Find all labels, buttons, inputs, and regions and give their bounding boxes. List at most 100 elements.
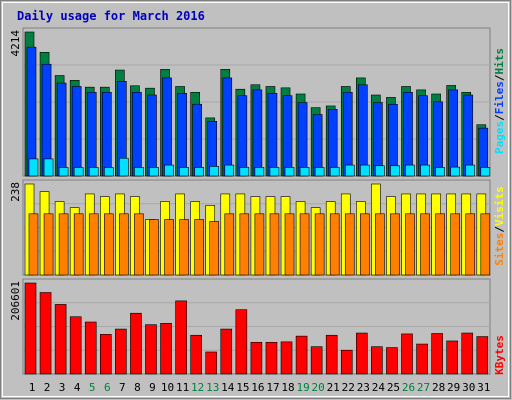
bar-files (327, 109, 338, 177)
bar-pages (450, 166, 460, 177)
legend-item: KBytes (493, 335, 506, 375)
bar-kbytes (325, 334, 338, 375)
bar-kbytes (160, 323, 172, 375)
day-label: 18 (281, 381, 294, 394)
bar-pages (88, 167, 99, 177)
day-label: 9 (149, 381, 156, 394)
bar-pages (269, 167, 280, 177)
day-label: 4 (74, 381, 81, 394)
bar-pages (104, 167, 114, 177)
bar-kbytes (310, 346, 323, 375)
day-label: 10 (161, 381, 174, 394)
day-label: 24 (372, 381, 386, 394)
bar-sites (344, 213, 355, 276)
bar-sites (329, 213, 340, 276)
bar-pages (405, 164, 415, 177)
bar-kbytes (24, 282, 37, 375)
bar-kbytes (84, 321, 97, 375)
day-label: 15 (236, 381, 249, 394)
day-label: 19 (296, 381, 309, 394)
bar-files (132, 91, 142, 177)
bar-files (252, 89, 263, 177)
bar-files (463, 94, 474, 177)
bar-kbytes (39, 292, 52, 375)
bar-sites (179, 219, 189, 276)
bar-sites (299, 213, 310, 276)
bar-sites (420, 213, 430, 276)
bar-files (147, 94, 157, 177)
bar-kbytes (431, 333, 443, 375)
day-label: 11 (176, 381, 189, 394)
bar-sites (450, 213, 460, 276)
bar-kbytes (295, 335, 308, 375)
day-label: 12 (191, 381, 204, 394)
day-label: 3 (59, 381, 66, 394)
max-label: 4214 (9, 30, 22, 57)
max-label: 206601 (9, 281, 22, 321)
bar-pages (134, 167, 144, 177)
bar-sites (28, 213, 39, 276)
bar-files (192, 103, 202, 177)
bar-pages (239, 167, 250, 177)
bar-sites (194, 219, 204, 276)
bar-kbytes (115, 328, 127, 375)
day-label: 26 (402, 381, 415, 394)
bar-kbytes (220, 328, 233, 375)
bar-pages (149, 167, 159, 177)
day-label: 30 (462, 381, 475, 394)
bar-files (312, 114, 323, 177)
bar-kbytes (401, 333, 413, 375)
day-label: 1 (29, 381, 36, 394)
day-label: 8 (134, 381, 141, 394)
bar-files (237, 95, 248, 177)
day-label: 2 (44, 381, 51, 394)
bar-files (373, 102, 383, 177)
legend-item: Sites (493, 233, 506, 266)
bar-pages (28, 158, 39, 177)
day-label: 14 (221, 381, 235, 394)
bar-sites (239, 213, 250, 276)
bar-sites (224, 213, 235, 276)
bar-pages (179, 167, 189, 177)
bar-kbytes (476, 336, 489, 375)
bar-kbytes (340, 349, 353, 375)
chart-title: Daily usage for March 2016 (17, 9, 205, 23)
day-label: 16 (251, 381, 264, 394)
day-label: 17 (266, 381, 279, 394)
bar-files (358, 84, 368, 177)
bar-pages (344, 164, 355, 177)
bar-sites (435, 213, 445, 276)
day-label: 21 (327, 381, 340, 394)
bar-sites (73, 213, 84, 276)
day-label: 22 (342, 381, 355, 394)
bar-kbytes (356, 332, 368, 375)
bar-sites (88, 213, 99, 276)
bar-kbytes (190, 334, 202, 375)
bar-kbytes (446, 340, 458, 375)
bar-sites (405, 213, 415, 276)
day-label: 27 (417, 381, 430, 394)
max-label: 238 (9, 182, 22, 202)
bar-sites (209, 221, 220, 276)
bar-kbytes (54, 304, 67, 375)
day-label: 5 (89, 381, 96, 394)
bar-sites (284, 213, 295, 276)
bar-sites (390, 213, 400, 276)
bar-files (177, 93, 187, 177)
day-label: 25 (387, 381, 400, 394)
bar-pages (43, 158, 54, 177)
bar-files (403, 91, 413, 177)
bar-files (388, 103, 398, 177)
bar-pages (119, 157, 129, 177)
bar-kbytes (100, 334, 112, 375)
bar-sites (149, 219, 159, 276)
bar-pages (435, 167, 445, 177)
bar-pages (194, 167, 204, 177)
bar-kbytes (69, 316, 82, 375)
bar-sites (134, 213, 144, 276)
bar-sites (43, 213, 54, 276)
legend-separator: / (493, 226, 506, 233)
bar-pages (390, 165, 400, 177)
day-label: 13 (206, 381, 219, 394)
